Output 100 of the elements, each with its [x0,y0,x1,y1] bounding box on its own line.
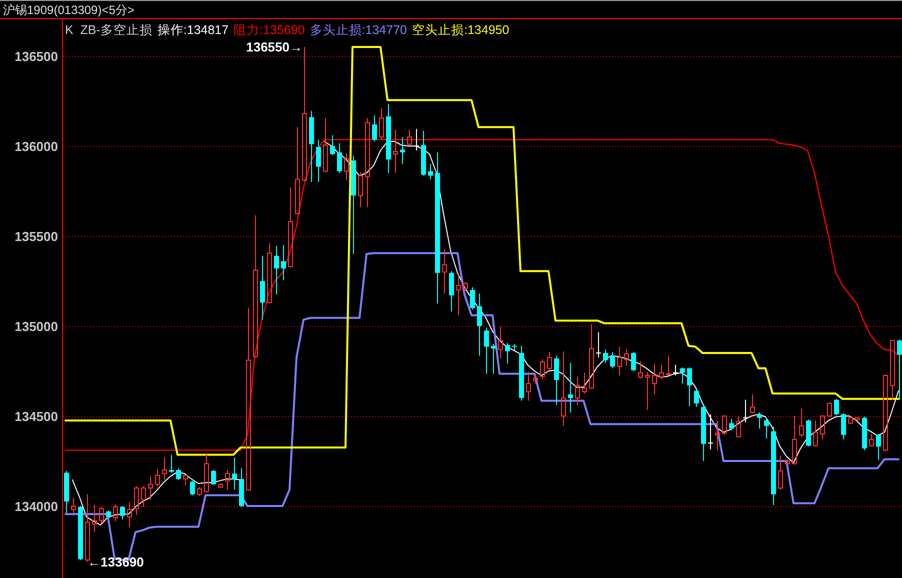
candlestick [589,324,594,390]
candlestick [120,506,125,520]
text: 多头止损:134770 [310,23,408,37]
candlestick [449,270,454,312]
y-tick-label: 134500 [14,409,58,424]
candlestick [750,394,755,414]
candlestick [505,342,510,364]
candlestick [211,470,216,485]
candlestick [729,418,734,431]
annotation: 136550→ [246,40,302,54]
candlestick [85,494,90,562]
candlestick [582,372,587,394]
candlestick [890,340,895,400]
candlestick [225,470,230,490]
text: 空头止损:134950 [412,23,510,37]
candlestick [330,134,335,156]
candlestick [603,348,608,364]
candlestick [554,355,559,406]
chart-title: 沪锡1909(013309)<5分> [3,3,134,17]
candlestick [190,480,195,496]
candlestick [477,293,482,356]
candlestick [323,118,328,173]
candlestick [113,504,118,522]
candlestick [372,114,377,142]
candlestick [169,454,174,474]
candlestick [610,352,615,369]
candlestick [652,363,657,395]
y-tick-label: 134000 [14,499,58,514]
candlestick [659,364,664,380]
candlestick [281,244,286,281]
candlestick [715,420,720,451]
candlestick [742,399,748,423]
candlestick [617,346,622,376]
candlestick [428,164,433,180]
candlestick [232,456,237,490]
candlestick [92,504,97,533]
y-tick-label: 136500 [14,49,58,64]
candlestick [204,452,209,493]
candlestick [253,214,258,358]
candlestick [645,371,650,410]
candlestick [624,348,629,366]
candlestick [379,108,384,140]
candlestick [631,352,636,372]
candlestick [841,412,846,440]
candlestick [316,139,321,182]
candlestick [687,366,692,407]
candlestick [295,126,300,215]
candlestick [834,398,839,416]
candlestick [813,420,818,448]
candlestick [708,414,714,450]
candlestick [799,408,804,438]
candlestick [134,486,139,516]
candlestick [400,136,405,164]
candlestick [897,339,902,400]
candlestick [778,455,783,490]
candlestick [820,416,825,440]
candlestick [246,308,251,492]
candlestick [127,502,132,528]
candlestick [561,350,566,426]
candlestick [680,366,685,384]
candlestick [666,355,671,376]
candlestick [575,376,580,406]
candlestick [302,46,307,182]
candlestick [358,172,363,208]
text: 阻力:135690 [234,23,305,37]
candlestick [183,474,188,486]
candlestick [596,332,602,358]
candlestick [876,434,881,461]
candlestick [344,152,349,181]
y-tick-label: 136000 [14,139,58,154]
y-tick-label: 135500 [14,229,58,244]
candlestick [498,326,503,359]
candlestick [757,412,762,430]
candlestick [162,456,167,480]
candlestick [672,364,678,376]
candlestick [470,286,475,310]
candlestick [148,476,153,500]
candlestick [484,327,489,374]
candlestick [456,274,461,316]
candlestick [568,362,573,413]
candlestick [365,118,370,208]
candlestick [288,186,293,268]
candlestick [260,255,265,320]
candlestick [638,360,643,379]
legend-title: K ZB-多空止损 [65,23,152,37]
candlestick [141,486,146,508]
candlestick [694,389,699,408]
candlestick [267,242,272,304]
candlestick [442,248,447,294]
candlestick [764,417,769,439]
candlestick [71,497,76,514]
y-tick-label: 135000 [14,319,58,334]
candlestick [337,142,342,174]
candlestick [792,416,797,466]
candlestick [274,245,279,295]
candlestick [491,344,496,374]
candlestick [176,468,181,480]
annotation: ←133690 [88,554,144,570]
candlestick [393,129,398,174]
candlestick [526,371,531,402]
